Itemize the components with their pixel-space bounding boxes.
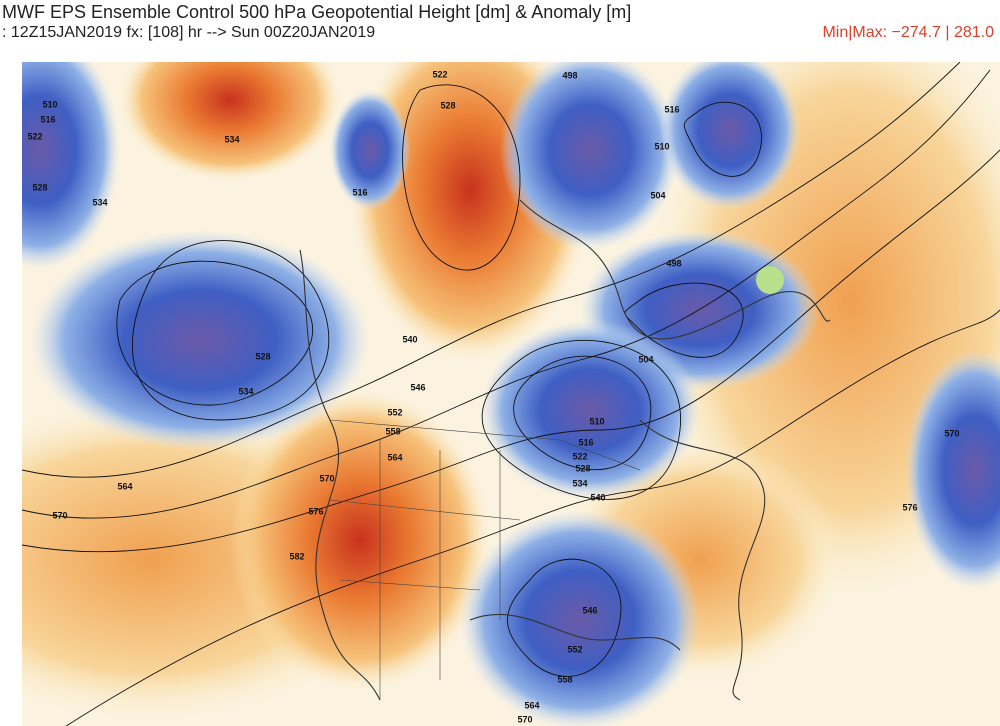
contour-label: 570 (52, 510, 67, 520)
contour-label: 516 (578, 437, 593, 447)
contour-label: 498 (666, 258, 681, 268)
contour-label: 534 (238, 386, 253, 396)
contour-label: 510 (42, 99, 57, 109)
contour-label: 552 (387, 407, 402, 417)
contour-label: 564 (117, 481, 132, 491)
contour-label: 522 (432, 69, 447, 79)
subtitle: : 12Z15JAN2019 fx: [108] hr --> Sun 00Z2… (2, 24, 376, 41)
title: MWF EPS Ensemble Control 500 hPa Geopote… (2, 2, 632, 22)
contour-label: 528 (575, 463, 590, 473)
contour-label: 582 (289, 551, 304, 561)
contour-label: 534 (92, 197, 107, 207)
contour-label: 510 (589, 416, 604, 426)
contour-label: 528 (440, 100, 455, 110)
contour-label: 504 (650, 190, 665, 200)
contour-label: 516 (664, 104, 679, 114)
contour-label: 558 (557, 674, 572, 684)
contour-label: 570 (517, 714, 532, 724)
contour-labels: 510 516 522 528 534 534 522 528 498 516 510 504 516 4… (27, 69, 959, 724)
contour-label: 534 (572, 478, 587, 488)
min-max: Min|Max: −274.7 | 281.0 (822, 24, 994, 41)
contour-label: 558 (385, 426, 400, 436)
contour-label: 576 (902, 502, 917, 512)
contour-label: 504 (638, 354, 653, 364)
borders (329, 419, 641, 700)
contour-label: 528 (32, 182, 47, 192)
contour-label: 534 (224, 134, 239, 144)
contour-label: 552 (567, 644, 582, 654)
contour-label: 540 (590, 492, 605, 502)
contour-label: 510 (654, 141, 669, 151)
contour-label: 522 (27, 131, 42, 141)
contour-label: 528 (255, 351, 270, 361)
contour-label: 498 (562, 70, 577, 80)
contour-label: 564 (387, 452, 402, 462)
contour-label: 576 (308, 506, 323, 516)
coastlines (299, 199, 831, 701)
contours (22, 62, 1000, 726)
contour-label: 540 (402, 334, 417, 344)
contour-label: 570 (319, 473, 334, 483)
contour-label: 516 (352, 187, 367, 197)
contour-label: 546 (410, 382, 425, 392)
contour-label: 516 (40, 114, 55, 124)
contour-label: 546 (582, 605, 597, 615)
contour-label: 564 (524, 700, 539, 710)
contour-label: 570 (944, 428, 959, 438)
contour-label: 522 (572, 451, 587, 461)
